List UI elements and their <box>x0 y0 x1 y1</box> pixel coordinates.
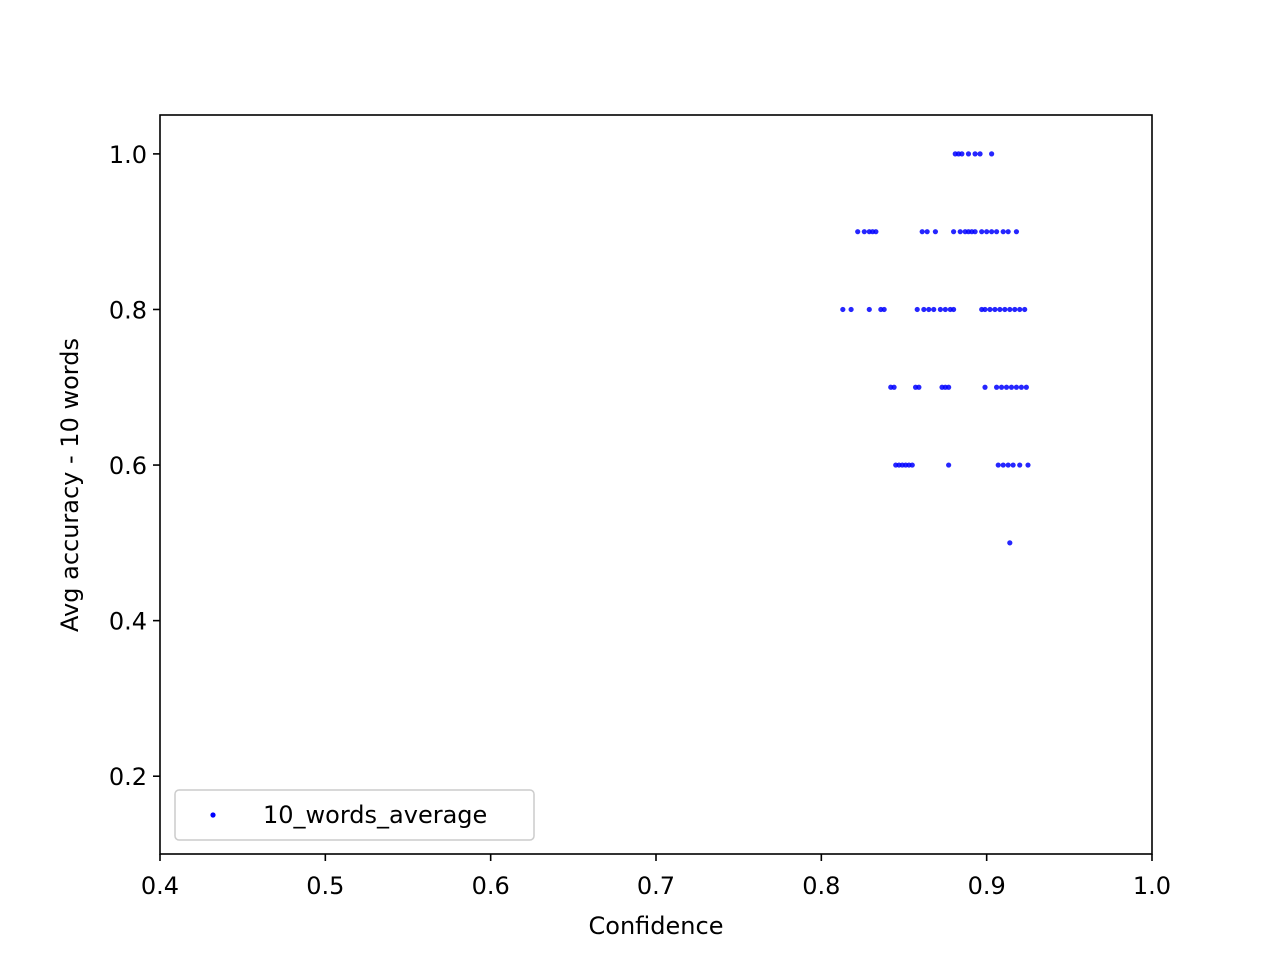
data-point <box>924 229 930 235</box>
x-tick-label: 0.6 <box>472 872 510 900</box>
y-tick-label: 0.2 <box>109 763 147 791</box>
data-points <box>840 151 1031 546</box>
y-axis: 0.2 0.4 0.6 0.8 1.0 <box>109 141 160 791</box>
data-point <box>951 229 957 235</box>
x-axis-label: Confidence <box>589 912 724 940</box>
data-point <box>959 151 965 157</box>
data-point <box>861 229 867 235</box>
data-point <box>989 229 995 235</box>
data-point <box>1005 229 1011 235</box>
data-point <box>995 462 1001 468</box>
x-tick-label: 0.4 <box>141 872 179 900</box>
data-point <box>965 151 972 157</box>
data-point <box>1007 540 1013 546</box>
data-point <box>848 306 854 313</box>
data-point <box>1008 384 1015 390</box>
data-point <box>937 306 943 313</box>
legend-label: 10_words_average <box>263 801 487 829</box>
data-point <box>866 306 872 313</box>
legend-box <box>174 789 535 841</box>
data-point <box>997 306 1003 313</box>
data-point <box>881 306 887 313</box>
y-tick-label: 0.4 <box>109 608 147 636</box>
data-point <box>1017 462 1023 468</box>
data-point <box>1012 306 1018 313</box>
data-point <box>1000 462 1006 468</box>
data-point <box>840 306 846 313</box>
data-point <box>989 151 995 157</box>
data-point <box>982 306 988 313</box>
data-point <box>942 306 948 313</box>
data-point <box>993 229 1000 235</box>
data-point <box>992 306 998 313</box>
y-tick-label: 0.6 <box>109 452 147 480</box>
data-point <box>972 151 978 157</box>
legend: 10_words_average <box>174 789 535 841</box>
x-tick-label: 0.7 <box>637 872 675 900</box>
x-tick-label: 0.9 <box>968 872 1006 900</box>
data-point <box>1018 384 1024 390</box>
data-point <box>914 306 920 313</box>
data-point <box>1023 384 1029 390</box>
data-point <box>946 384 952 390</box>
x-tick-label: 1.0 <box>1133 872 1171 900</box>
data-point <box>1000 229 1006 235</box>
data-point <box>873 229 879 235</box>
data-point <box>1005 462 1011 468</box>
y-tick-label: 0.8 <box>109 296 147 324</box>
data-point <box>1013 229 1020 235</box>
x-tick-label: 0.8 <box>802 872 840 900</box>
data-point <box>987 306 993 313</box>
data-point <box>1010 462 1016 468</box>
data-point <box>855 229 861 235</box>
data-point <box>972 229 978 235</box>
y-tick-label: 1.0 <box>109 141 147 169</box>
data-point <box>951 306 957 313</box>
x-axis: 0.4 0.5 0.6 0.7 0.8 0.9 1.0 <box>141 854 1171 900</box>
data-point <box>1013 384 1020 390</box>
data-point <box>926 306 932 313</box>
data-point <box>1025 462 1031 468</box>
data-point <box>984 229 990 235</box>
data-point <box>982 384 988 390</box>
data-point <box>919 229 925 235</box>
data-point <box>998 384 1005 390</box>
data-point <box>946 462 952 468</box>
data-point <box>993 384 1000 390</box>
data-point <box>909 462 915 468</box>
data-point <box>921 306 927 313</box>
x-tick-label: 0.5 <box>306 872 344 900</box>
data-point <box>931 306 937 313</box>
data-point <box>932 229 939 235</box>
data-point <box>916 384 922 390</box>
legend-marker <box>210 812 216 818</box>
data-point <box>1007 306 1013 313</box>
data-point <box>977 151 983 157</box>
data-point <box>891 384 897 390</box>
y-axis-label: Avg accuracy - 10 words <box>56 338 84 632</box>
data-point <box>957 229 963 235</box>
data-point <box>1022 306 1028 313</box>
data-point <box>1003 384 1010 390</box>
data-point <box>1017 306 1023 313</box>
data-point <box>1002 306 1008 313</box>
data-point <box>979 229 985 235</box>
